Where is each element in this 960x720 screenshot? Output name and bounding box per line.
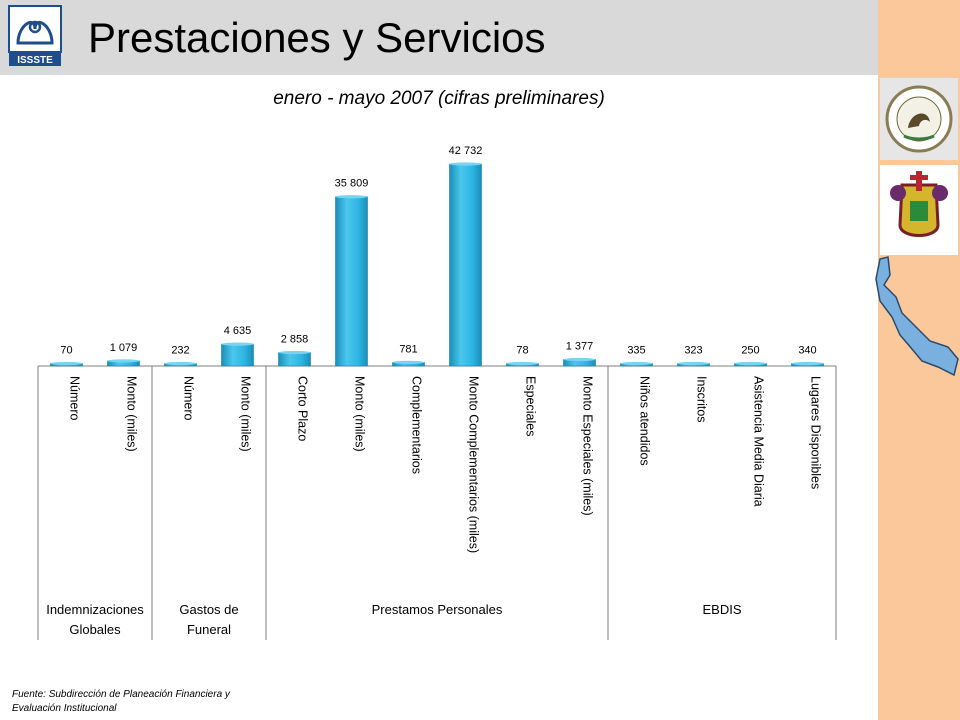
bar-top-1 [107, 359, 140, 363]
source-line-1: Fuente: Subdirección de Planeación Finan… [12, 689, 230, 700]
value-label-0: 70 [60, 345, 72, 357]
source-note: Fuente: Subdirección de Planeación Finan… [12, 688, 272, 716]
group-label-0-1: Globales [69, 622, 121, 637]
category-label-10: Niños atendidos [638, 376, 652, 466]
bar-top-11 [677, 361, 710, 366]
category-label-8: Especiales [524, 376, 538, 436]
group-label-1-1: Funeral [187, 622, 231, 637]
group-label-2-0: Prestamos Personales [372, 602, 503, 617]
category-label-5: Monto (miles) [353, 376, 367, 452]
bar-top-4 [278, 350, 311, 355]
bar-top-8 [506, 361, 539, 366]
bar-top-0 [50, 361, 83, 366]
bar-3 [221, 343, 254, 367]
bar-top-10 [620, 361, 653, 366]
bar-top-13 [791, 361, 824, 366]
group-label-1-0: Gastos de [179, 602, 238, 617]
mexican-coat-of-arms-icon [880, 78, 958, 160]
bar-top-3 [221, 342, 254, 346]
value-label-10: 335 [627, 345, 645, 357]
value-label-11: 323 [684, 345, 702, 357]
veracruz-coat-of-arms-icon [880, 165, 958, 255]
category-label-12: Asistencia Media Diaria [752, 376, 766, 507]
category-label-13: Lugares Disponibles [809, 376, 823, 489]
bar-7 [449, 163, 482, 367]
bar-top-2 [164, 361, 197, 366]
category-label-9: Monto Especiales (miles) [581, 376, 595, 516]
bar-top-5 [335, 195, 368, 199]
group-label-3-0: EBDIS [702, 602, 741, 617]
bar-top-9 [563, 357, 596, 362]
category-label-11: Inscritos [695, 376, 709, 423]
page-title: Prestaciones y Servicios [88, 14, 546, 61]
category-label-1: Monto (miles) [125, 376, 139, 452]
source-line-2: Evaluación Institucional [12, 703, 117, 714]
header-bar: ISSSTE Prestaciones y Servicios [0, 0, 878, 75]
category-label-4: Corto Plazo [296, 376, 310, 441]
value-label-8: 78 [516, 345, 528, 357]
category-label-2: Número [182, 376, 196, 421]
value-label-1: 1 079 [110, 342, 138, 354]
value-label-3: 4 635 [224, 325, 252, 337]
bar-top-12 [734, 361, 767, 366]
category-label-6: Complementarios [410, 376, 424, 474]
veracruz-map-icon [872, 255, 960, 385]
bar-5 [335, 196, 368, 367]
chart-subtitle: enero - mayo 2007 (cifras preliminares) [273, 88, 605, 109]
value-label-2: 232 [171, 345, 189, 357]
bar-top-6 [392, 360, 425, 364]
value-label-5: 35 809 [335, 178, 369, 190]
group-label-0-0: Indemnizaciones [46, 602, 144, 617]
value-label-4: 2 858 [281, 333, 309, 345]
value-label-7: 42 732 [449, 145, 483, 157]
bar-4 [278, 352, 311, 367]
category-label-3: Monto (miles) [239, 376, 253, 452]
value-label-13: 340 [798, 345, 816, 357]
bar-chart: 70 Número 1 079 Monto (miles) 232 Número 4 635… [37, 145, 837, 640]
category-label-7: Monto Complementarios (miles) [467, 376, 481, 553]
value-label-6: 781 [399, 343, 417, 355]
category-label-0: Número [68, 376, 82, 421]
issste-logo-icon: ISSSTE [8, 5, 62, 66]
bar-top-7 [449, 162, 482, 166]
value-label-9: 1 377 [566, 340, 594, 352]
value-label-12: 250 [741, 345, 759, 357]
logo-text: ISSSTE [17, 55, 53, 66]
